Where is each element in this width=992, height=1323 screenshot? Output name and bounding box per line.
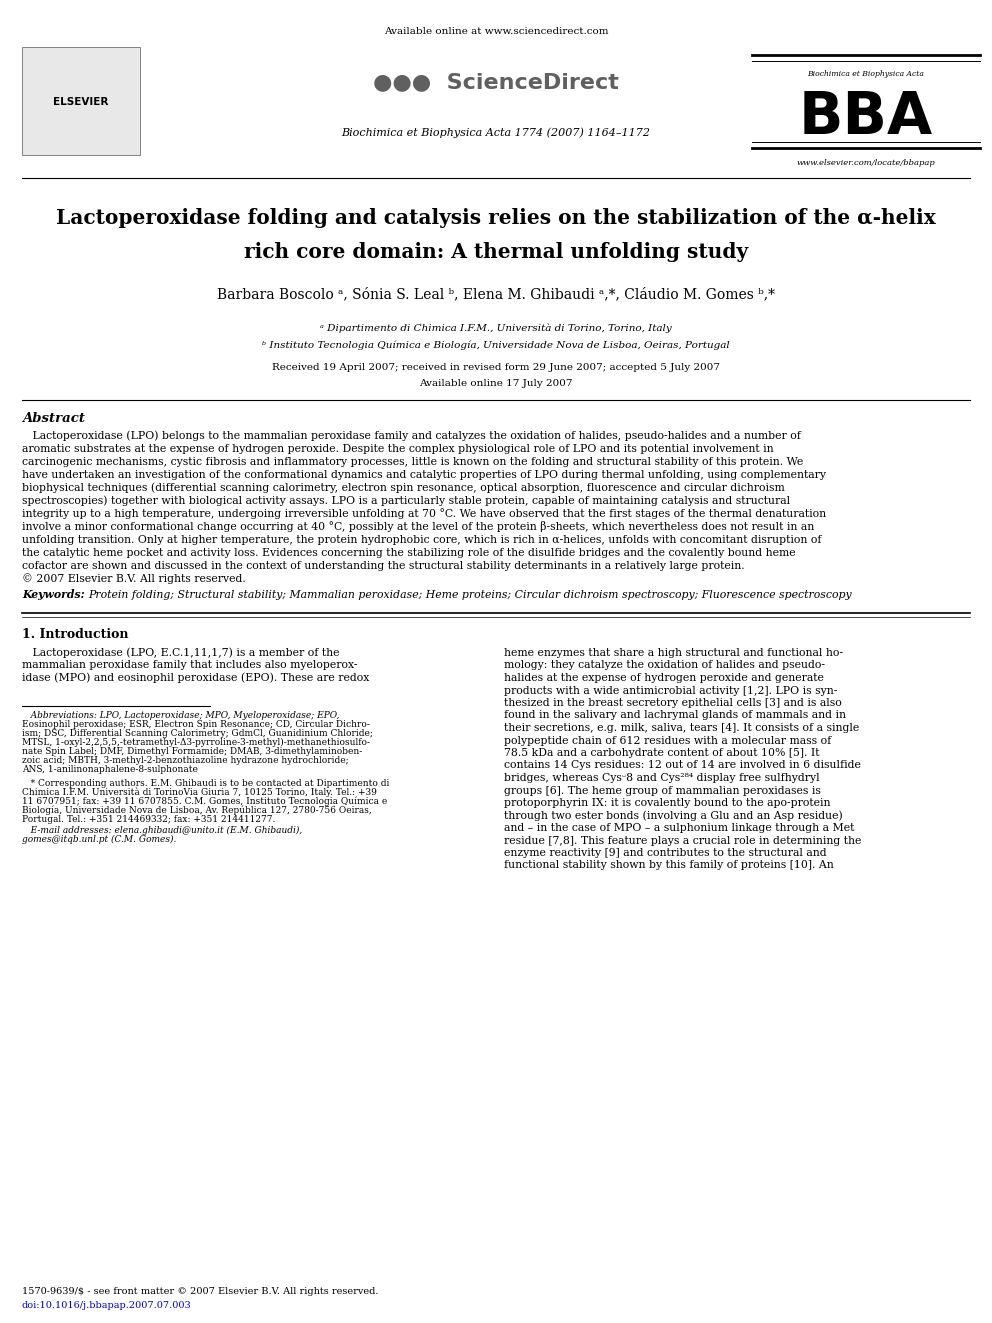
Text: aromatic substrates at the expense of hydrogen peroxide. Despite the complex phy: aromatic substrates at the expense of hy… — [22, 445, 774, 454]
Text: Received 19 April 2007; received in revised form 29 June 2007; accepted 5 July 2: Received 19 April 2007; received in revi… — [272, 364, 720, 373]
Text: involve a minor conformational change occurring at 40 °C, possibly at the level : involve a minor conformational change oc… — [22, 521, 814, 532]
Text: BBA: BBA — [799, 90, 933, 147]
Text: 1. Introduction: 1. Introduction — [22, 628, 129, 642]
Text: heme enzymes that share a high structural and functional ho-: heme enzymes that share a high structura… — [504, 648, 843, 658]
Text: enzyme reactivity [9] and contributes to the structural and: enzyme reactivity [9] and contributes to… — [504, 848, 826, 859]
Text: Chimica I.F.M. Università di TorinoVia Giuria 7, 10125 Torino, Italy. Tel.: +39: Chimica I.F.M. Università di TorinoVia G… — [22, 787, 377, 796]
Text: bridges, whereas Cysᵕ8 and Cys²⁸⁴ display free sulfhydryl: bridges, whereas Cysᵕ8 and Cys²⁸⁴ displa… — [504, 773, 819, 783]
Text: Lactoperoxidase folding and catalysis relies on the stabilization of the α-helix: Lactoperoxidase folding and catalysis re… — [57, 208, 935, 228]
Text: rich core domain: A thermal unfolding study: rich core domain: A thermal unfolding st… — [244, 242, 748, 262]
Text: mology: they catalyze the oxidation of halides and pseudo-: mology: they catalyze the oxidation of h… — [504, 660, 825, 671]
Text: nate Spin Label; DMF, Dimethyl Formamide; DMAB, 3-dimethylaminoben-: nate Spin Label; DMF, Dimethyl Formamide… — [22, 747, 362, 755]
Text: found in the salivary and lachrymal glands of mammals and in: found in the salivary and lachrymal glan… — [504, 710, 846, 721]
Text: cofactor are shown and discussed in the context of understanding the structural : cofactor are shown and discussed in the … — [22, 561, 745, 572]
Text: doi:10.1016/j.bbapap.2007.07.003: doi:10.1016/j.bbapap.2007.07.003 — [22, 1301, 191, 1310]
Text: products with a wide antimicrobial activity [1,2]. LPO is syn-: products with a wide antimicrobial activ… — [504, 685, 837, 696]
Text: spectroscopies) together with biological activity assays. LPO is a particularly : spectroscopies) together with biological… — [22, 496, 790, 507]
Text: 78.5 kDa and a carbohydrate content of about 10% [5]. It: 78.5 kDa and a carbohydrate content of a… — [504, 747, 819, 758]
Text: Biochimica et Biophysica Acta 1774 (2007) 1164–1172: Biochimica et Biophysica Acta 1774 (2007… — [341, 128, 651, 139]
Text: and – in the case of MPO – a sulphonium linkage through a Met: and – in the case of MPO – a sulphonium … — [504, 823, 854, 833]
Text: have undertaken an investigation of the conformational dynamics and catalytic pr: have undertaken an investigation of the … — [22, 470, 826, 480]
Text: mammalian peroxidase family that includes also myeloperox-: mammalian peroxidase family that include… — [22, 660, 357, 671]
Text: ᵇ Instituto Tecnologia Química e Biología, Universidade Nova de Lisboa, Oeiras, : ᵇ Instituto Tecnologia Química e Biologí… — [262, 340, 730, 349]
Text: unfolding transition. Only at higher temperature, the protein hydrophobic core, : unfolding transition. Only at higher tem… — [22, 534, 821, 545]
Text: through two ester bonds (involving a Glu and an Asp residue): through two ester bonds (involving a Glu… — [504, 810, 843, 820]
Text: groups [6]. The heme group of mammalian peroxidases is: groups [6]. The heme group of mammalian … — [504, 786, 820, 795]
Text: Keywords:: Keywords: — [22, 590, 84, 601]
Text: Eosinophil peroxidase; ESR, Electron Spin Resonance; CD, Circular Dichro-: Eosinophil peroxidase; ESR, Electron Spi… — [22, 720, 370, 729]
Bar — [22, 48, 140, 155]
Text: the catalytic heme pocket and activity loss. Evidences concerning the stabilizin: the catalytic heme pocket and activity l… — [22, 548, 796, 558]
Text: contains 14 Cys residues: 12 out of 14 are involved in 6 disulfide: contains 14 Cys residues: 12 out of 14 a… — [504, 761, 861, 770]
Text: integrity up to a high temperature, undergoing irreversible unfolding at 70 °C. : integrity up to a high temperature, unde… — [22, 508, 826, 520]
Text: Biología, Universidade Nova de Lisboa, Av. República 127, 2780-756 Oeiras,: Biología, Universidade Nova de Lisboa, A… — [22, 806, 372, 815]
Text: Available online 17 July 2007: Available online 17 July 2007 — [420, 378, 572, 388]
Text: ism; DSC, Differential Scanning Calorimetry; GdmCl, Guanidinium Chloride;: ism; DSC, Differential Scanning Calorime… — [22, 729, 373, 738]
Text: Abstract: Abstract — [22, 411, 85, 425]
Text: 11 6707951; fax: +39 11 6707855. C.M. Gomes, Instituto Tecnologia Química e: 11 6707951; fax: +39 11 6707855. C.M. Go… — [22, 796, 387, 806]
Text: ELSEVIER: ELSEVIER — [54, 97, 109, 107]
Text: polypeptide chain of 612 residues with a molecular mass of: polypeptide chain of 612 residues with a… — [504, 736, 831, 745]
Text: © 2007 Elsevier B.V. All rights reserved.: © 2007 Elsevier B.V. All rights reserved… — [22, 574, 246, 585]
Text: ᵃ Dipartimento di Chimica I.F.M., Università di Torino, Torino, Italy: ᵃ Dipartimento di Chimica I.F.M., Univer… — [320, 323, 672, 333]
Text: Barbara Boscolo ᵃ, Sónia S. Leal ᵇ, Elena M. Ghibaudi ᵃ,*, Cláudio M. Gomes ᵇ,*: Barbara Boscolo ᵃ, Sónia S. Leal ᵇ, Elen… — [217, 287, 775, 302]
Text: Portugal. Tel.: +351 214469332; fax: +351 214411277.: Portugal. Tel.: +351 214469332; fax: +35… — [22, 815, 276, 823]
Text: their secretions, e.g. milk, saliva, tears [4]. It consists of a single: their secretions, e.g. milk, saliva, tea… — [504, 722, 859, 733]
Text: biophysical techniques (differential scanning calorimetry, electron spin resonan: biophysical techniques (differential sca… — [22, 483, 785, 493]
Text: residue [7,8]. This feature plays a crucial role in determining the: residue [7,8]. This feature plays a cruc… — [504, 836, 861, 845]
Text: Protein folding; Structural stability; Mammalian peroxidase; Heme proteins; Circ: Protein folding; Structural stability; M… — [88, 590, 851, 601]
Text: protoporphyrin IX: it is covalently bound to the apo-protein: protoporphyrin IX: it is covalently boun… — [504, 798, 830, 808]
Text: Lactoperoxidase (LPO, E.C.1,11,1,7) is a member of the: Lactoperoxidase (LPO, E.C.1,11,1,7) is a… — [22, 648, 339, 659]
Text: carcinogenic mechanisms, cystic fibrosis and inflammatory processes, little is k: carcinogenic mechanisms, cystic fibrosis… — [22, 456, 804, 467]
Text: Abbreviations: LPO, Lactoperoxidase; MPO, Myeloperoxidase; EPO,: Abbreviations: LPO, Lactoperoxidase; MPO… — [22, 710, 339, 720]
Text: Lactoperoxidase (LPO) belongs to the mammalian peroxidase family and catalyzes t: Lactoperoxidase (LPO) belongs to the mam… — [22, 431, 801, 442]
Text: 1570-9639/$ - see front matter © 2007 Elsevier B.V. All rights reserved.: 1570-9639/$ - see front matter © 2007 El… — [22, 1287, 379, 1297]
Text: Available online at www.sciencedirect.com: Available online at www.sciencedirect.co… — [384, 28, 608, 37]
Text: gomes@itqb.unl.pt (C.M. Gomes).: gomes@itqb.unl.pt (C.M. Gomes). — [22, 835, 177, 844]
Text: functional stability shown by this family of proteins [10]. An: functional stability shown by this famil… — [504, 860, 833, 871]
Text: zoic acid; MBTH, 3-methyl-2-benzothiazoline hydrazone hydrochloride;: zoic acid; MBTH, 3-methyl-2-benzothiazol… — [22, 755, 348, 765]
Text: * Corresponding authors. E.M. Ghibaudi is to be contacted at Dipartimento di: * Corresponding authors. E.M. Ghibaudi i… — [22, 778, 390, 787]
Text: ●●●  ScienceDirect: ●●● ScienceDirect — [373, 71, 619, 93]
Text: halides at the expense of hydrogen peroxide and generate: halides at the expense of hydrogen perox… — [504, 673, 824, 683]
Text: Biochimica et Biophysica Acta: Biochimica et Biophysica Acta — [807, 70, 925, 78]
Text: E-mail addresses: elena.ghibaudi@unito.it (E.M. Ghibaudi),: E-mail addresses: elena.ghibaudi@unito.i… — [22, 826, 303, 835]
Text: MTSL, 1-oxyl-2,2,5,5,-tetramethyl-Δ3-pyrroline-3-methyl)-methanethiosulfo-: MTSL, 1-oxyl-2,2,5,5,-tetramethyl-Δ3-pyr… — [22, 738, 370, 747]
Text: idase (MPO) and eosinophil peroxidase (EPO). These are redox: idase (MPO) and eosinophil peroxidase (E… — [22, 672, 369, 683]
Text: ANS, 1-anilinonaphalene-8-sulphonate: ANS, 1-anilinonaphalene-8-sulphonate — [22, 765, 197, 774]
Text: www.elsevier.com/locate/bbapap: www.elsevier.com/locate/bbapap — [797, 159, 935, 167]
Text: thesized in the breast secretory epithelial cells [3] and is also: thesized in the breast secretory epithel… — [504, 699, 842, 708]
